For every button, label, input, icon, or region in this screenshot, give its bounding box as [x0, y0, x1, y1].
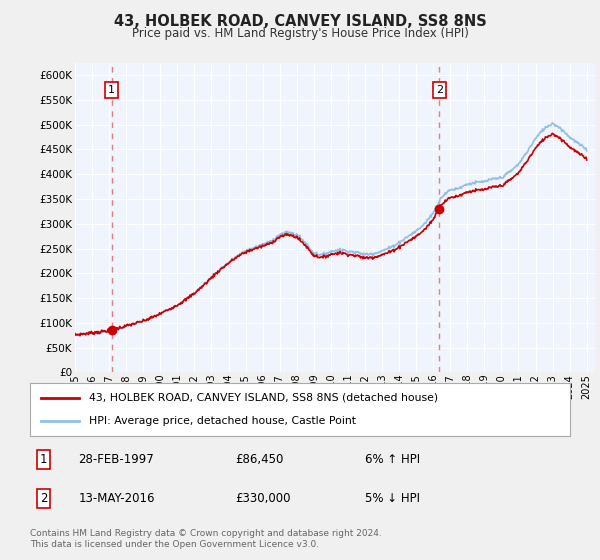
Text: HPI: Average price, detached house, Castle Point: HPI: Average price, detached house, Cast…	[89, 416, 356, 426]
Text: 13-MAY-2016: 13-MAY-2016	[79, 492, 155, 505]
Text: 2: 2	[436, 85, 443, 95]
Text: Contains HM Land Registry data © Crown copyright and database right 2024.
This d: Contains HM Land Registry data © Crown c…	[30, 529, 382, 549]
Text: 2: 2	[40, 492, 47, 505]
Text: 5% ↓ HPI: 5% ↓ HPI	[365, 492, 420, 505]
Text: 43, HOLBEK ROAD, CANVEY ISLAND, SS8 8NS: 43, HOLBEK ROAD, CANVEY ISLAND, SS8 8NS	[113, 14, 487, 29]
Text: 28-FEB-1997: 28-FEB-1997	[79, 453, 154, 466]
Text: 43, HOLBEK ROAD, CANVEY ISLAND, SS8 8NS (detached house): 43, HOLBEK ROAD, CANVEY ISLAND, SS8 8NS …	[89, 393, 439, 403]
Text: 1: 1	[108, 85, 115, 95]
Text: Price paid vs. HM Land Registry's House Price Index (HPI): Price paid vs. HM Land Registry's House …	[131, 27, 469, 40]
Text: £86,450: £86,450	[235, 453, 284, 466]
Text: £330,000: £330,000	[235, 492, 290, 505]
Text: 6% ↑ HPI: 6% ↑ HPI	[365, 453, 420, 466]
Text: 1: 1	[40, 453, 47, 466]
